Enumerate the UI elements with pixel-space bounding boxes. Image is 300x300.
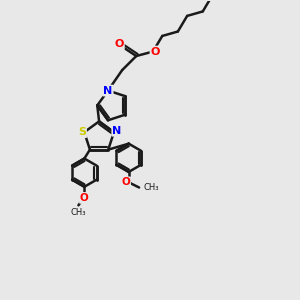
Text: CH₃: CH₃ (144, 183, 159, 192)
Text: CH₃: CH₃ (71, 208, 86, 217)
Text: O: O (151, 46, 160, 57)
Text: O: O (80, 193, 89, 203)
Text: N: N (103, 85, 113, 96)
Text: O: O (122, 177, 130, 187)
Text: O: O (115, 39, 124, 49)
Text: N: N (112, 126, 122, 136)
Text: S: S (78, 127, 86, 137)
